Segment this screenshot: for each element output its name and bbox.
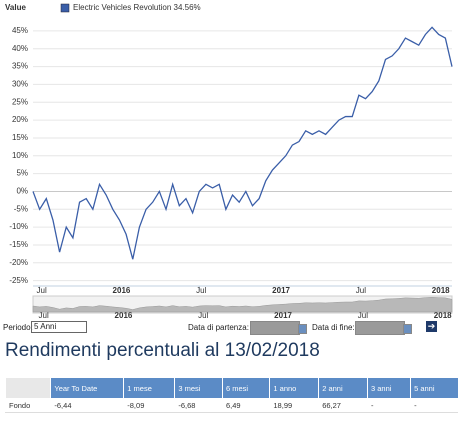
header-cell: 6 mesi [221, 378, 270, 398]
legend-label[interactable]: Electric Vehicles Revolution 34.56% [73, 3, 201, 12]
table-cell: 66,27 [318, 398, 368, 413]
y-tick-label: -10% [9, 222, 28, 231]
y-tick-label: 20% [12, 115, 28, 124]
x-tick-label: Jul [196, 286, 206, 295]
chart: Value Electric Vehicles Revolution 34.56… [5, 3, 453, 320]
x-tick-label: 2017 [272, 286, 290, 295]
y-tick-label: 0% [16, 187, 28, 196]
header-cell: 3 anni [366, 378, 411, 398]
header-cell: 5 anni [410, 378, 458, 398]
header-cell: 2 anni [318, 378, 368, 398]
table-cell: -8,09 [123, 398, 175, 413]
start-label: Data di partenza: [188, 323, 249, 332]
period-select[interactable]: 5 Anni [31, 321, 87, 333]
header-cell: Year To Date [50, 378, 124, 398]
table-cell: - [366, 398, 411, 413]
table-cell: -6,68 [174, 398, 223, 413]
y-tick-label: 5% [16, 169, 28, 178]
header-cell: 1 anno [269, 378, 319, 398]
end-calendar[interactable] [403, 324, 412, 334]
navigator-label: 2018 [434, 311, 452, 320]
table-cell: -6,44 [50, 398, 124, 413]
header-row: Year To Date 1 mese 3 mesi 6 mesi 1 anno 2 an… [4, 378, 458, 398]
y-tick-label: 30% [12, 80, 28, 89]
table-cell: 6,49 [221, 398, 270, 413]
table-cell: 18,99 [269, 398, 319, 413]
x-tick-label: 2018 [432, 286, 450, 295]
table-cell: - [410, 398, 458, 413]
y-tick-label: 40% [12, 44, 28, 53]
table-cell: Fondo [4, 398, 51, 413]
go-button[interactable]: ➔ [426, 321, 437, 332]
table-row: Fondo -6,44 -8,09 -6,68 6,49 18,99 66,27- - [4, 398, 458, 413]
returns-table: Year To Date 1 mese 3 mesi 6 mesi 1 anno 2 an… [4, 378, 458, 413]
x-tick-label: Jul [37, 286, 47, 295]
y-tick-label: -25% [9, 276, 28, 285]
heading: Rendimenti percentuali al 13/02/2018 [5, 340, 320, 361]
end-input[interactable] [355, 321, 405, 335]
legend-title: Value [5, 3, 26, 12]
navigator-label: Jul [198, 311, 208, 320]
start-calendar[interactable] [298, 324, 307, 334]
period-label: Periodo: [3, 323, 33, 332]
y-tick-label: 15% [12, 133, 28, 142]
y-tick-label: -20% [9, 258, 28, 267]
navigator-area [32, 297, 453, 313]
header-cell: 1 mese [123, 378, 175, 398]
x-tick-label: Jul [356, 286, 366, 295]
y-tick-label: -5% [14, 204, 28, 213]
navigator-label: 2016 [115, 311, 133, 320]
y-tick-label: 25% [12, 97, 28, 106]
y-tick-label: 35% [12, 62, 28, 71]
start-input[interactable] [250, 321, 300, 335]
y-tick-label: -15% [9, 240, 28, 249]
end-label: Data di fine: [312, 323, 355, 332]
legend-swatch [60, 3, 70, 13]
navigator-label: Jul [39, 311, 49, 320]
navigator-label: Jul [358, 311, 368, 320]
x-tick-label: 2016 [113, 286, 131, 295]
header-cell [4, 378, 51, 398]
line-series [32, 26, 453, 260]
header-cell: 3 mesi [174, 378, 223, 398]
y-tick-label: 10% [12, 151, 28, 160]
navigator-label: 2017 [274, 311, 292, 320]
y-tick-label: 45% [12, 26, 28, 35]
